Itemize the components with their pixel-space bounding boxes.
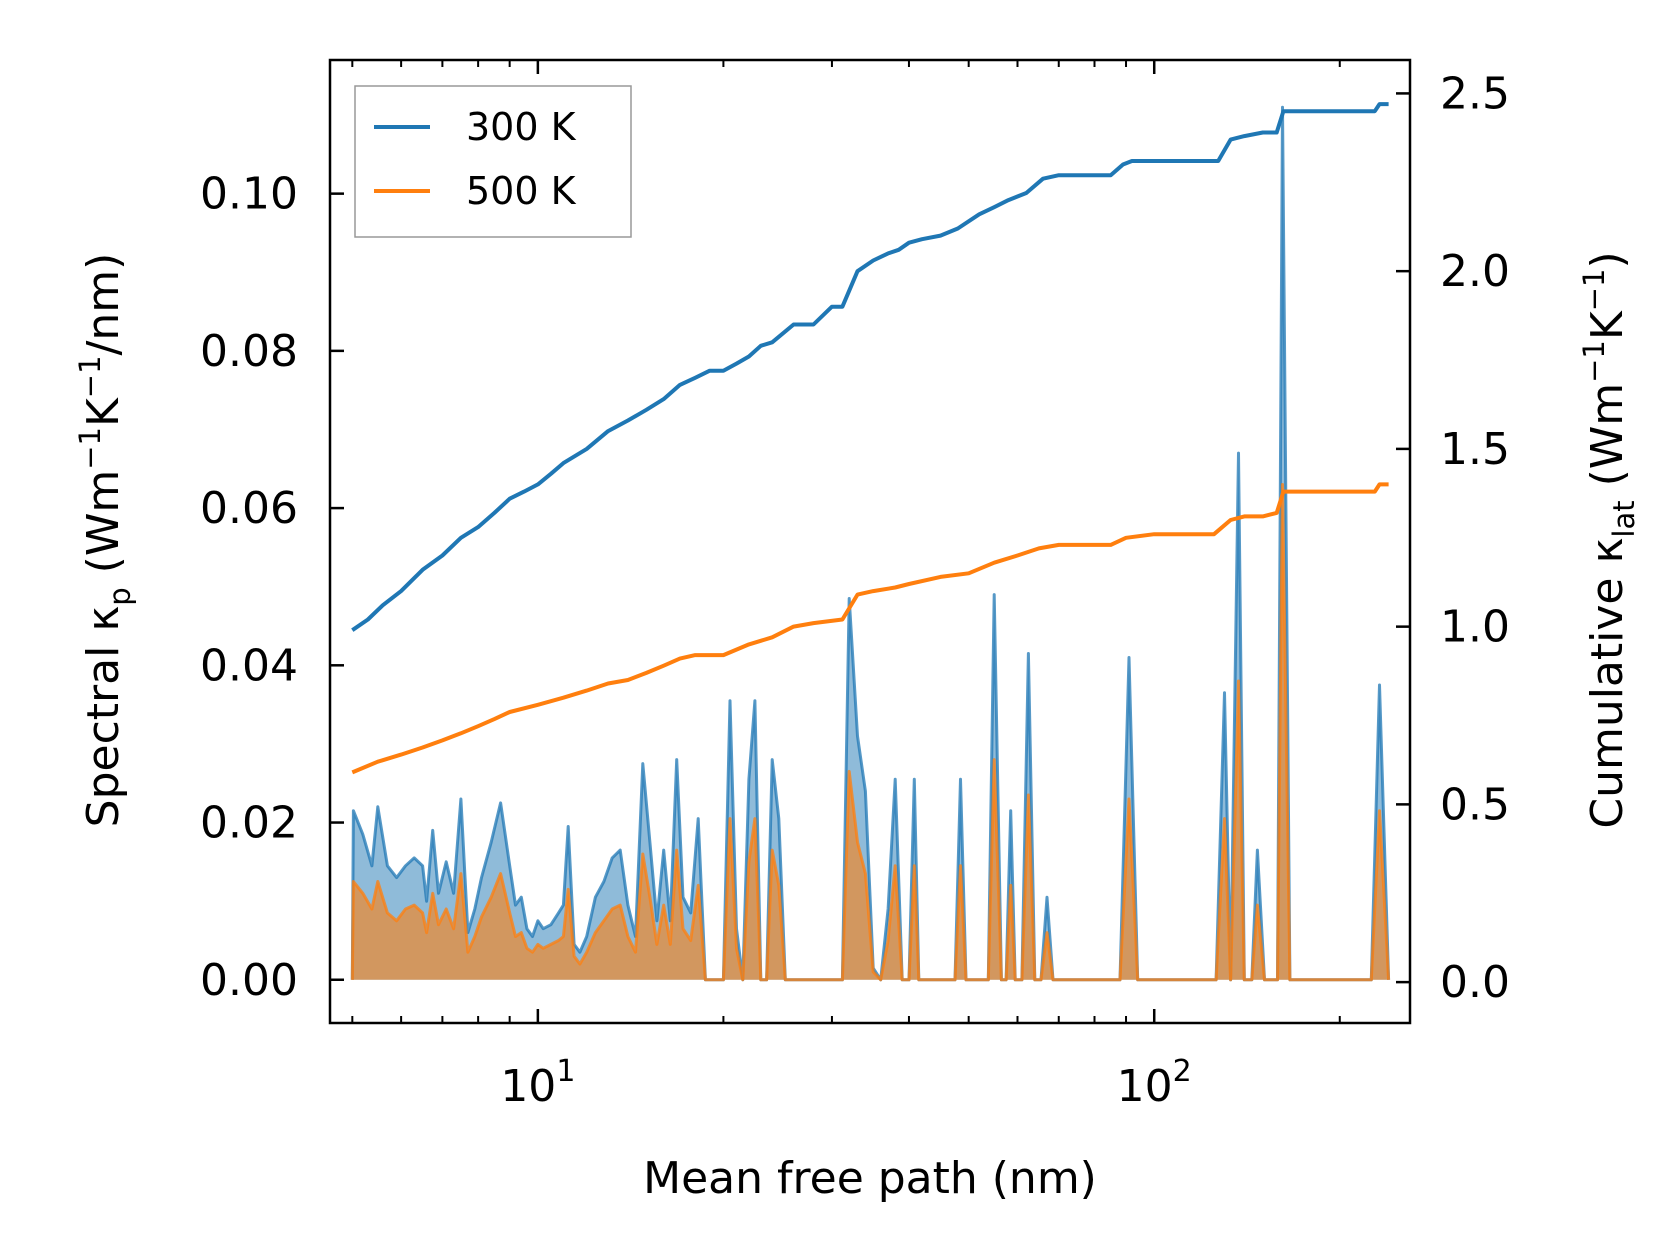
y-right-tick-label: 1.0: [1440, 602, 1510, 653]
spectral-area-300k: [352, 107, 1389, 980]
y-right-title-main: Cumulative κ: [1582, 538, 1633, 829]
y-left-tick-label: 0.08: [200, 326, 298, 377]
legend-label-300k: 300 K: [466, 105, 577, 149]
y-right-tick-label: 0.5: [1440, 779, 1510, 830]
x-tick-label-exponent: 1: [556, 1054, 575, 1089]
y-axis-right: 0.0 0.5 1.0 1.5 2.0 2.5: [1396, 68, 1510, 1008]
y-left-title-unit-mid: K: [78, 397, 129, 427]
cumulative-line-layer: [351, 102, 1389, 775]
y-right-tick-label: 2.0: [1440, 246, 1510, 297]
y-left-tick-label: 0.06: [200, 483, 298, 534]
y-left-title-unit-post: /nm): [78, 253, 129, 356]
spectral-line-500k: [350, 483, 1391, 982]
y-left-title-sup1: −1: [73, 427, 107, 470]
y-axis-left: 0.00 0.02 0.04 0.06 0.08 0.10: [200, 169, 344, 1006]
cumulative-line-500k: [351, 482, 1389, 775]
y-left-title-sub: p: [103, 587, 137, 605]
y-left-tick-label: 0.02: [200, 798, 298, 849]
y-right-tick-label: 1.5: [1440, 424, 1510, 475]
y-left-title-unit-pre: (Wm: [78, 470, 129, 588]
x-axis: 101 102: [351, 60, 1341, 1112]
x-tick-label-exponent: 2: [1173, 1054, 1192, 1089]
x-tick-label: 101: [500, 1054, 575, 1112]
spectral-area-500k: [352, 484, 1389, 980]
legend-label-500k: 500 K: [466, 169, 577, 213]
x-tick-label: 102: [1117, 1054, 1192, 1112]
y-right-title-sup2: −1: [1577, 269, 1611, 312]
y-left-tick-label: 0.00: [200, 955, 298, 1006]
y-right-title-unit-post: ): [1582, 251, 1633, 268]
y-left-title-sup2: −1: [73, 355, 107, 398]
y-axis-right-title: Cumulative κlat (Wm−1K−1): [1577, 251, 1641, 828]
y-right-tick-label: 0.0: [1440, 957, 1510, 1008]
y-right-title-sub: lat: [1607, 500, 1641, 537]
x-tick-label-base: 10: [500, 1061, 556, 1112]
plot-frame: [328, 58, 1412, 1025]
spectral-fill-layer: [350, 105, 1391, 982]
y-right-title-sup1: −1: [1577, 340, 1611, 383]
cumulative-line-300k: [351, 102, 1389, 632]
y-axis-left-title: Spectral κp (Wm−1K−1/nm): [73, 253, 137, 828]
y-left-title-main: Spectral κ: [78, 606, 129, 828]
x-axis-title: Mean free path (nm): [643, 1153, 1097, 1204]
legend-frame: [354, 85, 632, 238]
x-tick-label-base: 10: [1117, 1061, 1173, 1112]
y-left-tick-label: 0.04: [200, 640, 298, 691]
y-left-tick-label: 0.10: [200, 169, 298, 220]
y-right-title-unit-mid: K: [1582, 310, 1633, 340]
y-right-tick-label: 2.5: [1440, 68, 1510, 119]
y-right-title-unit-pre: (Wm: [1582, 383, 1633, 501]
legend: 300 K 500 K: [354, 85, 632, 238]
